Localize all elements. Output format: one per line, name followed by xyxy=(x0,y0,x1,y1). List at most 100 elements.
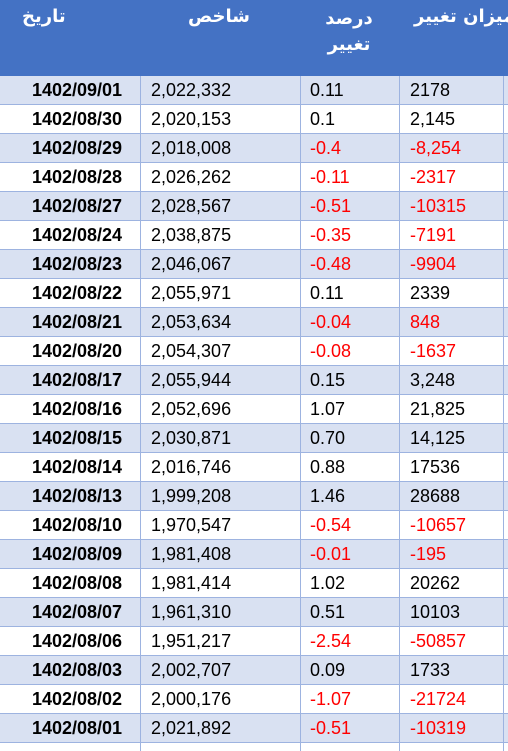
percent-change-cell[interactable]: 0.51 xyxy=(310,602,346,622)
date-cell[interactable]: 1402/08/13 xyxy=(31,486,123,506)
change-amount-cell[interactable]: 28688 xyxy=(410,486,461,506)
index-cell[interactable]: 2,016,746 xyxy=(151,457,232,477)
percent-change-cell[interactable]: -0.51 xyxy=(310,718,352,738)
header-index[interactable]: شاخص xyxy=(188,6,250,27)
percent-change-cell[interactable]: -0.04 xyxy=(310,312,352,332)
percent-change-cell[interactable]: 0.11 xyxy=(310,80,344,100)
change-amount-cell[interactable]: 21,825 xyxy=(410,399,466,419)
percent-change-cell[interactable]: 1.46 xyxy=(310,486,346,506)
percent-change-cell[interactable]: -0.11 xyxy=(310,167,350,187)
table-row: 1402/08/10 1,970,547 -0.54 -10657 xyxy=(0,511,508,540)
percent-change-cell[interactable]: 0.1 xyxy=(310,109,336,129)
date-cell[interactable]: 1402/08/23 xyxy=(31,254,123,274)
index-cell[interactable]: 2,030,871 xyxy=(151,428,232,448)
index-cell[interactable]: 2,022,332 xyxy=(151,80,232,100)
date-cell[interactable]: 1402/08/08 xyxy=(31,573,123,593)
date-cell[interactable]: 1402/08/30 xyxy=(31,109,123,129)
date-cell[interactable]: 1402/08/21 xyxy=(31,312,123,332)
index-cell[interactable]: 1,951,217 xyxy=(151,631,232,651)
change-amount-cell[interactable]: 10103 xyxy=(410,602,461,622)
date-cell[interactable]: 1402/08/29 xyxy=(31,138,123,158)
percent-change-cell[interactable]: 0.09 xyxy=(310,660,346,680)
percent-change-cell[interactable]: -0.35 xyxy=(310,225,352,245)
table-row: 1402/08/15 2,030,871 0.70 14,125 xyxy=(0,424,508,453)
change-amount-cell[interactable]: 2178 xyxy=(410,80,451,100)
percent-change-cell[interactable]: 1.07 xyxy=(310,399,346,419)
change-amount-cell[interactable]: 848 xyxy=(410,312,441,332)
change-amount-cell[interactable]: -9904 xyxy=(410,254,457,274)
change-amount-cell[interactable]: -10319 xyxy=(410,718,467,738)
index-cell[interactable]: 1,981,414 xyxy=(151,573,232,593)
percent-change-cell[interactable]: 0.11 xyxy=(310,283,344,303)
index-cell[interactable]: 2,018,008 xyxy=(151,138,232,158)
header-change-amount[interactable]: میزان تغییر xyxy=(414,6,508,27)
percent-change-cell[interactable]: -2.54 xyxy=(310,631,352,651)
percent-change-cell[interactable]: -0.4 xyxy=(310,138,342,158)
index-cell[interactable]: 2,002,707 xyxy=(151,660,232,680)
change-amount-cell[interactable]: 1733 xyxy=(410,660,451,680)
header-date[interactable]: تاریخ xyxy=(22,6,66,27)
date-cell[interactable]: 1402/08/20 xyxy=(31,341,123,361)
date-cell[interactable]: 1402/08/22 xyxy=(31,283,123,303)
percent-change-cell[interactable]: -1.07 xyxy=(310,689,352,709)
change-amount-cell[interactable]: -21724 xyxy=(410,689,467,709)
percent-change-cell[interactable]: -0.48 xyxy=(310,254,352,274)
index-cell[interactable]: 1,970,547 xyxy=(151,515,232,535)
index-cell[interactable]: 2,054,307 xyxy=(151,341,232,361)
date-cell[interactable]: 1402/08/03 xyxy=(31,660,123,680)
index-cell[interactable]: 2,028,567 xyxy=(151,196,232,216)
date-cell[interactable]: 1402/08/14 xyxy=(31,457,123,477)
index-cell[interactable]: 2,026,262 xyxy=(151,167,232,187)
change-amount-cell[interactable]: -1637 xyxy=(410,341,457,361)
index-cell[interactable]: 1,999,208 xyxy=(151,486,232,506)
index-cell[interactable]: 2,046,067 xyxy=(151,254,232,274)
date-cell[interactable]: 1402/08/28 xyxy=(31,167,123,187)
change-amount-cell[interactable]: 2339 xyxy=(410,283,451,303)
date-cell[interactable]: 1402/08/15 xyxy=(31,428,123,448)
percent-change-cell[interactable]: -0.01 xyxy=(310,544,352,564)
date-cell[interactable]: 1402/08/06 xyxy=(31,631,123,651)
index-cell[interactable]: 2,055,944 xyxy=(151,370,232,390)
change-amount-cell[interactable]: 20262 xyxy=(410,573,461,593)
index-cell[interactable]: 2,052,696 xyxy=(151,399,232,419)
percent-change-cell[interactable]: 0.70 xyxy=(310,428,346,448)
index-cell[interactable]: 2,021,892 xyxy=(151,718,232,738)
percent-change-cell[interactable]: -0.54 xyxy=(310,515,352,535)
percent-change-cell[interactable]: -0.08 xyxy=(310,341,352,361)
date-cell[interactable]: 1402/09/01 xyxy=(31,80,123,100)
percent-change-cell[interactable]: 0.88 xyxy=(310,457,346,477)
date-cell[interactable]: 1402/08/09 xyxy=(31,544,123,564)
index-cell[interactable]: 2,000,176 xyxy=(151,689,232,709)
index-cell[interactable]: 2,020,153 xyxy=(151,109,232,129)
change-amount-cell[interactable]: -7191 xyxy=(410,225,457,245)
date-cell[interactable]: 1402/08/24 xyxy=(31,225,123,245)
column-divider xyxy=(300,76,301,751)
change-amount-cell[interactable]: 14,125 xyxy=(410,428,466,448)
index-cell[interactable]: 1,981,408 xyxy=(151,544,232,564)
change-amount-cell[interactable]: -10315 xyxy=(410,196,467,216)
date-cell[interactable]: 1402/08/01 xyxy=(31,718,123,738)
percent-change-cell[interactable]: 1.02 xyxy=(310,573,346,593)
date-cell[interactable]: 1402/08/02 xyxy=(31,689,123,709)
percent-change-cell[interactable]: 0.15 xyxy=(310,370,346,390)
table-row: 1402/08/27 2,028,567 -0.51 -10315 xyxy=(0,192,508,221)
change-amount-cell[interactable]: -2317 xyxy=(410,167,457,187)
change-amount-cell[interactable]: -50857 xyxy=(410,631,467,651)
percent-change-cell[interactable]: -0.51 xyxy=(310,196,352,216)
change-amount-cell[interactable]: 3,248 xyxy=(410,370,456,390)
date-cell[interactable]: 1402/08/16 xyxy=(31,399,123,419)
change-amount-cell[interactable]: -10657 xyxy=(410,515,467,535)
change-amount-cell[interactable]: 17536 xyxy=(410,457,461,477)
index-cell[interactable]: 2,053,634 xyxy=(151,312,232,332)
header-percent-change[interactable]: درصد تغییر xyxy=(318,6,380,58)
date-cell[interactable]: 1402/08/10 xyxy=(31,515,123,535)
date-cell[interactable]: 1402/08/17 xyxy=(31,370,123,390)
index-cell[interactable]: 2,038,875 xyxy=(151,225,232,245)
date-cell[interactable]: 1402/08/07 xyxy=(31,602,123,622)
change-amount-cell[interactable]: -195 xyxy=(410,544,447,564)
index-cell[interactable]: 2,055,971 xyxy=(151,283,232,303)
date-cell[interactable]: 1402/08/27 xyxy=(31,196,123,216)
change-amount-cell[interactable]: 2,145 xyxy=(410,109,456,129)
change-amount-cell[interactable]: -8,254 xyxy=(410,138,462,158)
index-cell[interactable]: 1,961,310 xyxy=(151,602,232,622)
